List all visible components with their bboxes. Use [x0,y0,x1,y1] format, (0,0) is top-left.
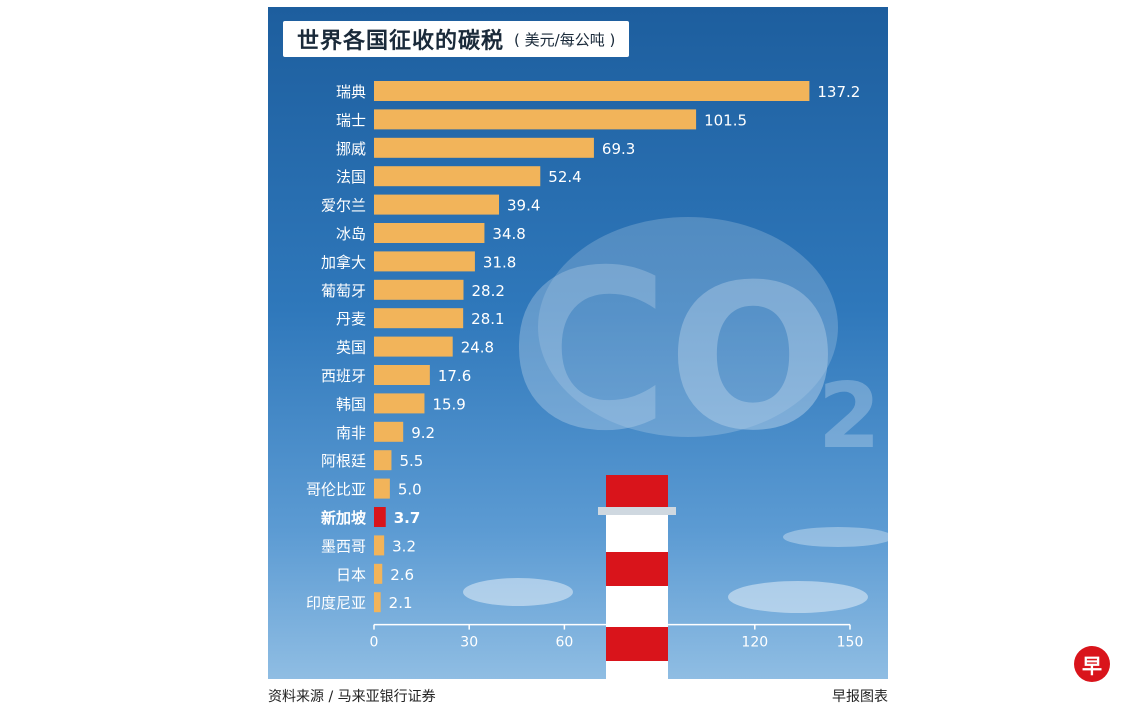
bar [374,592,381,613]
bar [374,421,404,442]
value-label: 3.7 [394,509,421,527]
bar [374,336,453,357]
category-label: 西班牙 [321,367,366,385]
chart-panel: C O 2 瑞典 137.2 瑞士 101.5 挪威 69.3 法国 52.4 爱尔兰 39.4 冰… [268,7,888,679]
category-label: 瑞典 [336,83,366,101]
category-label: 墨西哥 [321,537,366,555]
category-label: 葡萄牙 [321,282,366,300]
bar [374,279,464,300]
value-label: 34.8 [492,225,525,243]
value-label: 31.8 [483,253,516,271]
value-label: 52.4 [548,168,581,186]
bar [374,393,425,414]
category-label: 新加坡 [321,509,366,527]
value-label: 137.2 [817,83,860,101]
value-label: 5.5 [399,452,423,470]
value-label: 17.6 [438,367,471,385]
category-label: 韩国 [336,395,366,413]
bar [374,365,430,385]
svg-text:C: C [508,223,669,479]
value-label: 39.4 [507,197,540,215]
category-label: 印度尼亚 [306,594,366,612]
bar-chart: C O 2 瑞典 137.2 瑞士 101.5 挪威 69.3 法国 52.4 爱尔兰 39.4 冰… [306,81,888,679]
value-label: 24.8 [461,339,494,357]
value-label: 2.6 [390,566,414,584]
value-label: 15.9 [432,395,465,413]
bar [374,535,385,556]
credit-note: 早报图表 [832,689,888,705]
category-label: 瑞士 [336,111,366,129]
value-label: 28.1 [471,310,504,328]
category-label: 阿根廷 [321,452,366,470]
value-label: 5.0 [398,481,422,499]
category-label: 冰岛 [336,225,366,243]
category-label: 英国 [336,339,366,357]
category-label: 丹麦 [336,310,366,328]
title-box: 世界各国征收的碳税 ( 美元/每公吨 ) [283,21,630,57]
value-label: 3.2 [392,537,416,555]
co2-cloud-illustration: C O 2 [463,217,888,613]
bar [374,251,475,272]
bar [374,137,594,158]
category-label: 加拿大 [321,253,366,271]
value-label: 28.2 [471,282,504,300]
svg-text:2: 2 [818,364,881,469]
x-tick-label: 120 [741,635,768,651]
source-note: 资料来源 / 马来亚银行证券 [268,689,436,705]
value-label: 101.5 [704,111,747,129]
x-tick-label: 30 [460,635,478,651]
x-tick-label: 0 [370,635,379,651]
svg-text:O: O [668,242,838,475]
bar [374,507,386,527]
bar [374,109,697,130]
category-label: 哥伦比亚 [306,481,366,499]
bar [374,166,541,187]
category-label: 法国 [336,168,366,186]
category-label: 挪威 [336,140,366,158]
x-tick-label: 150 [837,635,864,651]
x-tick-label: 60 [555,635,573,651]
chart-title: 世界各国征收的碳税 [297,29,505,54]
bar [374,478,390,499]
category-label: 爱尔兰 [321,197,366,215]
bar [374,223,485,243]
value-label: 2.1 [389,594,413,612]
bar [374,194,500,215]
bar [374,563,383,584]
bar [374,308,464,329]
bar [374,81,810,101]
zaobao-logo: 早 [1074,646,1110,682]
value-label: 69.3 [602,140,635,158]
chimney-illustration [598,475,676,679]
category-label: 南非 [336,424,366,442]
value-label: 9.2 [411,424,435,442]
chart-unit: ( 美元/每公吨 ) [514,30,616,49]
bar [374,450,392,471]
category-label: 日本 [336,566,366,584]
